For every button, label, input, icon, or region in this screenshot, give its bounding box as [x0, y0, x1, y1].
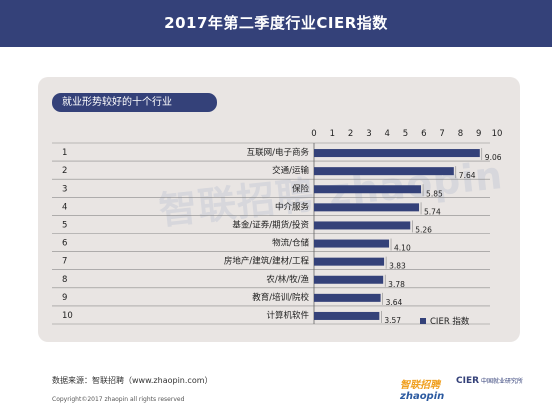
x-tick-label: 2 [348, 129, 353, 139]
category-label: 保险 [292, 183, 310, 194]
data-label: 5.26 [415, 225, 432, 234]
page-title: 2017年第二季度行业CIER指数 [0, 0, 552, 47]
zhaopin-logo: 智联招聘 zhaopin [400, 376, 444, 402]
cier-logo-main: CIER [456, 376, 480, 386]
category-label: 农/林/牧/渔 [266, 274, 309, 285]
zhaopin-logo-cn: 智联招聘 [400, 380, 440, 391]
x-tick-label: 9 [476, 129, 481, 139]
x-tick-label: 10 [492, 129, 503, 139]
category-label: 基金/证券/期货/投资 [232, 219, 309, 230]
x-tick-label: 8 [458, 129, 463, 139]
x-tick-label: 4 [384, 129, 389, 139]
rank-label: 7 [62, 257, 67, 267]
cier-logo: CIER 中国就业研究所 [456, 376, 523, 386]
bar [314, 239, 390, 248]
bar [314, 167, 454, 176]
bar [314, 185, 422, 194]
bar [314, 293, 381, 302]
x-tick-label: 3 [366, 129, 371, 139]
bar [314, 275, 384, 284]
category-label: 互联网/电子商务 [247, 147, 310, 158]
data-source: 数据来源：智联招聘（www.zhaopin.com） [52, 376, 213, 385]
bar [314, 203, 420, 212]
cier-logo-sub: 中国就业研究所 [481, 378, 524, 385]
bar [314, 311, 380, 320]
chart-legend: CIER 指数 [420, 315, 469, 327]
category-label: 教育/培训/院校 [252, 292, 309, 303]
data-label: 4.10 [394, 244, 411, 253]
data-label: 3.64 [386, 298, 403, 307]
chart-panel [38, 77, 520, 342]
rank-label: 8 [62, 275, 67, 285]
rank-label: 6 [62, 239, 67, 249]
bar [314, 149, 480, 158]
chart-title: 就业形势较好的十个行业 [52, 93, 217, 112]
data-label: 5.74 [424, 207, 441, 216]
x-tick-label: 1 [330, 129, 335, 139]
bar [314, 221, 411, 230]
x-tick-label: 5 [403, 129, 408, 139]
rank-label: 3 [62, 184, 67, 194]
rank-label: 2 [62, 166, 67, 176]
bar [314, 257, 385, 266]
category-label: 物流/仓储 [272, 238, 309, 249]
category-label: 计算机软件 [266, 310, 309, 321]
rank-label: 9 [62, 293, 67, 303]
x-tick-label: 0 [311, 129, 316, 139]
rank-label: 4 [62, 202, 67, 212]
category-label: 房地产/建筑/建材/工程 [224, 256, 310, 267]
data-label: 9.06 [485, 153, 502, 162]
copyright: Copyright©2017 zhaopin all rights reserv… [52, 396, 185, 403]
x-tick-label: 7 [439, 129, 444, 139]
data-label: 7.64 [459, 171, 476, 180]
category-label: 交通/运输 [272, 165, 309, 176]
rank-label: 5 [62, 220, 67, 230]
data-label: 3.57 [384, 316, 401, 325]
legend-swatch [420, 318, 426, 324]
data-label: 5.85 [426, 189, 443, 198]
category-label: 中介服务 [275, 201, 310, 212]
legend-label: CIER 指数 [430, 317, 470, 327]
data-label: 3.83 [389, 262, 406, 271]
x-tick-label: 6 [421, 129, 426, 139]
data-label: 3.78 [388, 280, 405, 289]
rank-label: 10 [62, 311, 73, 321]
zhaopin-logo-main: zhaopin [400, 391, 445, 402]
rank-label: 1 [62, 148, 67, 158]
